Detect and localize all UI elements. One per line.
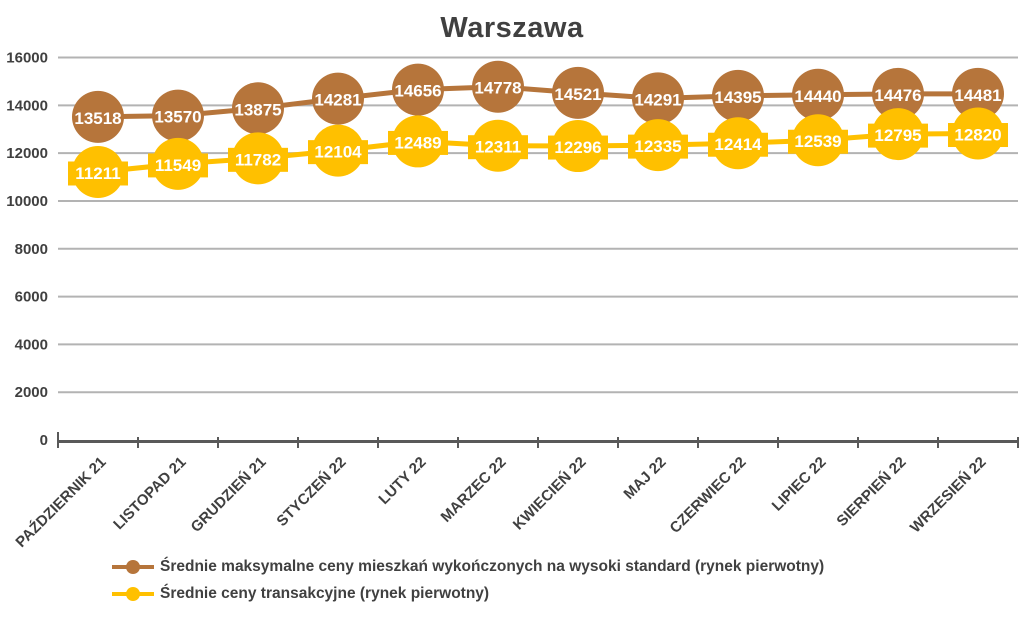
data-point-marker [712, 69, 764, 122]
y-axis-label: 16000 [6, 50, 48, 67]
x-axis-label: PAŹDZIERNIK 21 [12, 454, 109, 551]
data-label: 14778 [474, 79, 521, 98]
data-label-background [708, 132, 768, 157]
data-label: 12820 [954, 126, 1001, 145]
legend-marker-icon [112, 559, 154, 574]
data-label-background [228, 147, 288, 172]
data-point-marker [392, 63, 444, 116]
data-point-marker [472, 60, 524, 113]
legend-circle [126, 559, 140, 574]
data-label: 11549 [155, 156, 201, 175]
data-label: 13518 [74, 109, 121, 128]
data-label-background [148, 153, 208, 178]
data-point-marker [312, 72, 364, 125]
data-label: 14481 [954, 86, 1001, 105]
data-label: 12489 [394, 133, 441, 152]
legend-item: Średnie maksymalne ceny mieszkań wykończ… [112, 553, 824, 580]
y-axis-label: 14000 [6, 97, 48, 114]
legend-label: Średnie ceny transakcyjne (rynek pierwot… [160, 584, 490, 602]
legend-circle [126, 586, 140, 601]
x-axis-label: LIPIEC 22 [769, 454, 830, 515]
data-label: 12414 [714, 135, 762, 154]
y-axis-label: 12000 [6, 145, 48, 162]
y-axis-label: 2000 [15, 384, 48, 401]
data-label: 13875 [234, 100, 281, 119]
data-point-marker [952, 67, 1004, 120]
data-label: 13570 [154, 108, 201, 127]
data-label: 11211 [75, 164, 120, 183]
data-label-background [788, 129, 848, 154]
data-point-marker [552, 66, 604, 119]
x-axis-label: LISTOPAD 21 [110, 454, 189, 533]
data-label: 12539 [794, 132, 841, 151]
x-axis-label: GRUDZIEŃ 21 [187, 454, 269, 536]
x-axis-label: KWIECIEŃ 22 [510, 454, 590, 534]
data-label-background [68, 161, 128, 186]
y-axis-label: 6000 [15, 289, 48, 306]
legend-item: Średnie ceny transakcyjne (rynek pierwot… [112, 580, 824, 607]
legend: Średnie maksymalne ceny mieszkań wykończ… [112, 553, 824, 607]
data-label: 12311 [475, 138, 521, 157]
data-point-marker [152, 89, 204, 142]
data-label: 12296 [554, 138, 601, 157]
data-label: 12104 [314, 143, 362, 162]
x-axis-label: LUTY 22 [375, 454, 429, 508]
data-label-background [868, 123, 928, 148]
legend-label: Średnie maksymalne ceny mieszkań wykończ… [160, 557, 825, 575]
data-label-background [948, 123, 1008, 148]
data-label: 12795 [874, 126, 921, 145]
data-label: 14476 [874, 86, 921, 105]
data-point-marker [792, 68, 844, 121]
x-axis-label: WRZESIEŃ 22 [907, 454, 990, 537]
data-label: 11782 [235, 150, 281, 169]
x-axis-label: SIERPIEŃ 22 [833, 454, 909, 530]
legend-marker-icon [112, 586, 154, 601]
x-axis-label: CZERWIEC 22 [667, 454, 750, 537]
x-axis-label: STYCZEŃ 22 [273, 454, 349, 530]
y-axis-label: 8000 [15, 241, 48, 258]
data-label: 12335 [634, 137, 681, 156]
data-point-marker [632, 72, 684, 125]
data-label: 14395 [714, 88, 761, 107]
series-line [97, 84, 979, 120]
y-axis-label: 0 [40, 432, 48, 449]
data-label-background [388, 130, 448, 155]
data-label-background [468, 135, 528, 160]
data-label: 14440 [794, 87, 841, 106]
data-label-background [548, 135, 608, 160]
data-label: 14656 [394, 82, 441, 101]
y-axis-label: 4000 [15, 336, 48, 353]
x-axis-label: MAJ 22 [620, 454, 669, 503]
chart-title: Warszawa [440, 12, 584, 44]
data-point-marker [232, 82, 284, 135]
data-label: 14291 [634, 90, 681, 109]
x-axis-label: MARZEC 22 [438, 454, 510, 526]
data-point-marker [872, 67, 924, 120]
data-label-background [308, 140, 368, 165]
data-label: 14281 [314, 91, 361, 110]
data-label: 14521 [554, 85, 601, 104]
y-axis-label: 10000 [6, 193, 48, 210]
data-point-marker [72, 90, 124, 143]
data-label-background [628, 134, 688, 159]
